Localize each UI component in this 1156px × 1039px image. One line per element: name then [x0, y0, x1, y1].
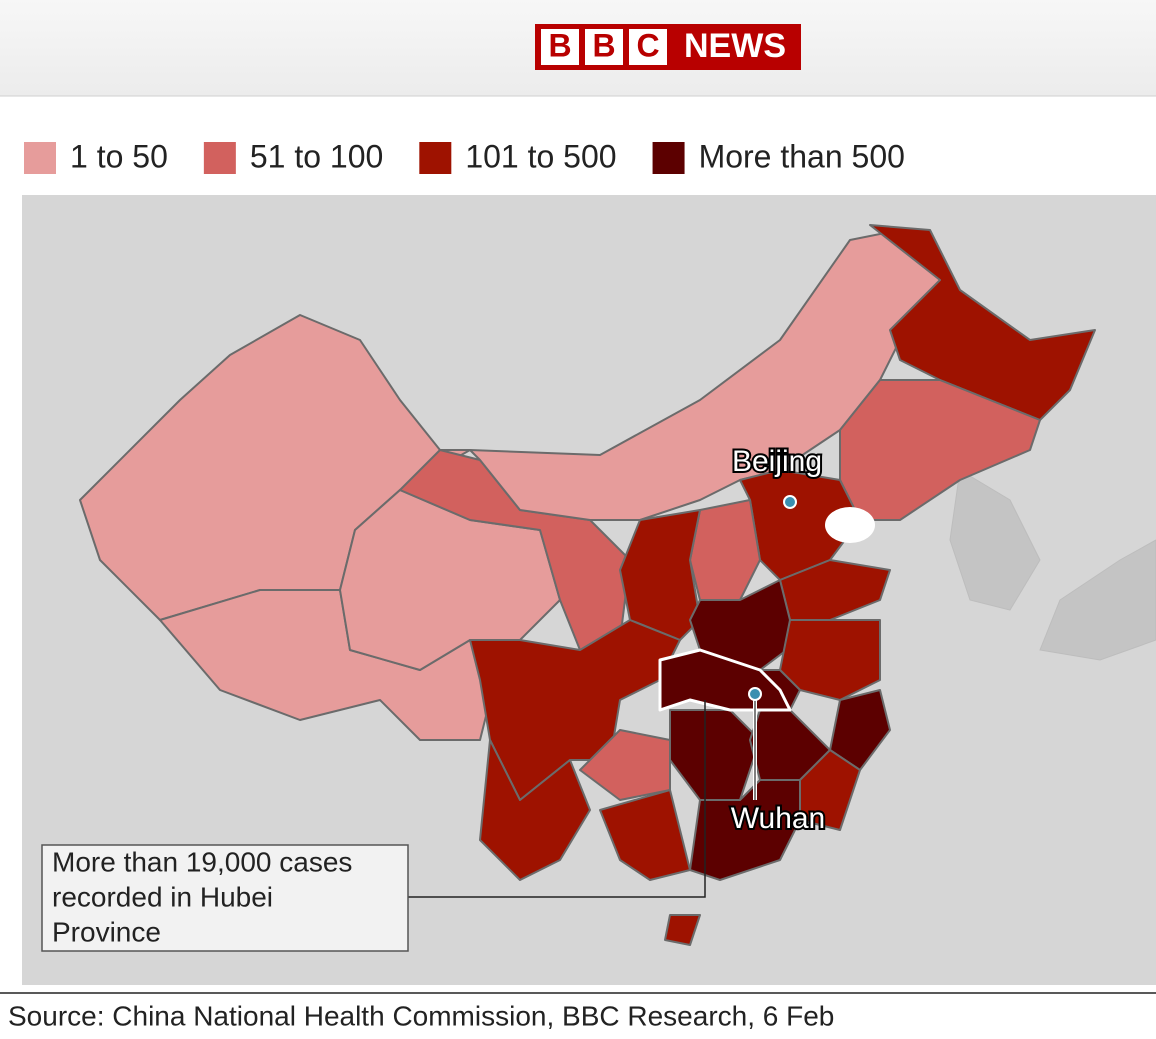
- legend-swatch: [419, 142, 452, 174]
- zhejiang: [829, 689, 891, 771]
- logo-background: [535, 24, 801, 70]
- bohai-sea: [825, 507, 875, 543]
- city-label: Beijing: [732, 445, 822, 478]
- yunnan: [479, 739, 591, 881]
- annotation-box: [41, 844, 409, 952]
- legend-label: 1 to 50: [70, 138, 168, 174]
- logo-brand: NEWS: [684, 27, 786, 65]
- city-label: Wuhan: [731, 802, 826, 835]
- logo-box: [585, 29, 623, 65]
- beijing-dot: [783, 495, 797, 509]
- wuhan-dot: [748, 687, 762, 701]
- logo-letter: C: [636, 27, 659, 63]
- neighbour-land: [949, 469, 1156, 661]
- annotation-line: More than 19,000 cases: [52, 846, 352, 877]
- china-provinces: [79, 224, 1096, 946]
- annotation-line: Province: [52, 916, 161, 947]
- legend-label: 51 to 100: [250, 138, 383, 174]
- logo-letter: B: [592, 27, 615, 63]
- legend-label: More than 500: [699, 138, 905, 174]
- logo-box: [541, 29, 579, 65]
- guangxi: [599, 789, 691, 881]
- legend-swatch: [24, 142, 56, 174]
- legend: 1 to 50 51 to 100 101 to 500 More than 500: [24, 138, 905, 174]
- annotation-leader: [408, 700, 706, 898]
- korea: [949, 469, 1041, 611]
- logo-letter: B: [548, 27, 571, 63]
- northeast: [839, 379, 1041, 521]
- legend-label: 101 to 500: [465, 138, 616, 174]
- japan: [1039, 539, 1156, 661]
- guizhou: [579, 729, 671, 801]
- source: Source: China National Health Commission…: [8, 1000, 834, 1031]
- legend-swatch: [652, 142, 685, 174]
- annotation-line: recorded in Hubei: [52, 881, 273, 912]
- guangdong: [689, 779, 801, 881]
- hainan: [664, 914, 701, 946]
- shaanxi: [619, 509, 701, 641]
- bbc-logo: B B C NEWS: [535, 24, 801, 70]
- logo-box: [629, 29, 667, 65]
- legend-swatch: [203, 142, 236, 174]
